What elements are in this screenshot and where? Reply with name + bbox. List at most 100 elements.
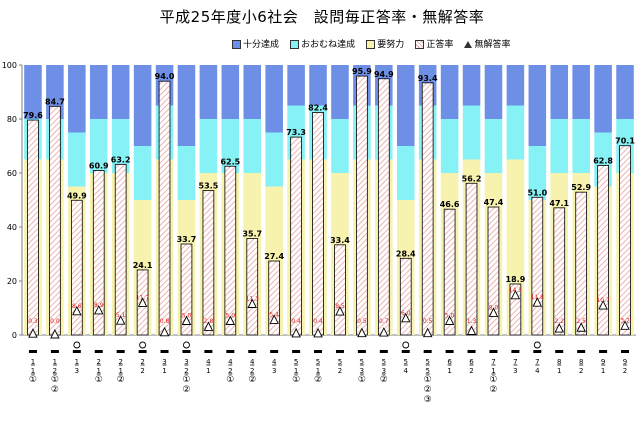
category-label: 7: [535, 358, 539, 366]
category-label: 2: [140, 367, 144, 375]
legend-item-noanswer: 無解答率: [464, 37, 510, 50]
category-bar-mark: [489, 350, 498, 353]
legend-label-noanswer: 無解答率: [474, 40, 511, 50]
correct-rate-bar: [619, 145, 631, 336]
band-full: [177, 65, 196, 146]
correct-rate-bar: [114, 163, 127, 336]
category-label: ②: [489, 385, 497, 395]
no-answer-triangle-icon: [466, 325, 477, 335]
band-mostly: [199, 119, 218, 173]
y-tick-label: 60: [7, 169, 17, 178]
category-label: 2: [579, 367, 583, 375]
category-label: ②: [117, 375, 125, 385]
no-answer-triangle-icon: [620, 320, 630, 330]
category-label: 3: [162, 358, 166, 366]
legend-swatch-effort: [366, 40, 376, 49]
no-answer-label: 0.3: [28, 318, 38, 325]
chart-title: 平成25年度小6社会 設問毎正答率・無解答率: [159, 8, 485, 26]
correct-rate-label: 51.0: [527, 188, 547, 197]
category-label: ①: [226, 375, 234, 385]
no-answer-triangle-icon: [94, 304, 104, 315]
no-answer-label: 2.2: [554, 318, 564, 325]
correct-rate-bar: [597, 165, 609, 336]
category-label: 4: [206, 358, 211, 366]
correct-rate-label: 18.9: [506, 275, 526, 284]
category-bar-mark: [182, 350, 191, 353]
correct-rate-label: 82.4: [308, 104, 328, 113]
correct-rate-label: 73.3: [286, 128, 306, 137]
band-mostly: [89, 119, 108, 173]
band-full: [309, 65, 327, 106]
legend-label-effort: 要努力: [377, 40, 405, 50]
category-label: ②: [51, 385, 59, 395]
band-mostly: [528, 146, 547, 200]
band-full: [221, 65, 240, 119]
legend-swatch-mostly: [290, 40, 300, 49]
category-label: 1: [31, 367, 35, 375]
no-answer-triangle-icon: [50, 328, 60, 339]
band-mostly: [440, 119, 459, 173]
category-label: 3: [382, 367, 386, 375]
category-label: 9: [623, 358, 627, 366]
no-answer-label: 0.4: [291, 318, 301, 325]
category-label: 1: [316, 367, 320, 375]
correct-rate-bar: [158, 80, 171, 336]
category-label: ②: [248, 375, 256, 385]
category-label: 6: [447, 358, 452, 366]
no-answer-triangle-icon: [72, 305, 82, 316]
category-label: 3: [184, 358, 188, 366]
band-full: [572, 65, 590, 119]
priority-circle-icon: [139, 341, 147, 349]
category-label: 2: [228, 367, 232, 375]
legend: 十分達成 おおむね達成 要努力 正答率 無解答率: [232, 33, 516, 50]
category-label: 2: [53, 367, 57, 375]
no-answer-label: 2.5: [576, 318, 586, 325]
no-answer-label: 1.3: [467, 318, 477, 325]
correct-rate-label: 52.9: [571, 183, 591, 192]
band-full: [287, 65, 305, 106]
category-label: 4: [228, 358, 233, 366]
category-label: ①: [95, 375, 103, 385]
correct-rate-bar: [421, 82, 434, 336]
y-tick-label: 40: [7, 223, 17, 232]
category-label: 5: [316, 358, 320, 366]
category-label: 1: [75, 358, 79, 366]
correct-rate-label: 53.5: [199, 182, 219, 191]
band-mostly: [265, 132, 283, 187]
correct-rate-label: 62.5: [220, 157, 240, 166]
category-label: 4: [272, 358, 277, 366]
priority-circle-icon: [533, 341, 541, 349]
band-full: [331, 65, 349, 119]
no-answer-triangle-icon: [181, 315, 192, 325]
band-full: [265, 65, 283, 133]
category-label: 4: [250, 358, 255, 366]
category-bar-mark: [270, 350, 279, 353]
category-label: ②: [314, 375, 322, 385]
no-answer-triangle-icon: [598, 300, 608, 310]
category-label: 5: [338, 358, 342, 366]
legend-item-correct: 正答率: [415, 37, 453, 50]
no-answer-triangle-icon: [401, 312, 411, 323]
correct-rate-bar: [224, 165, 237, 336]
no-answer-label: 2.8: [204, 318, 214, 325]
category-label: ③: [424, 395, 432, 405]
correct-rate-bar: [465, 182, 478, 336]
correct-rate-bar: [531, 196, 544, 336]
category-bar-mark: [160, 350, 169, 353]
no-answer-triangle-icon: [28, 328, 38, 338]
no-answer-triangle-icon: [554, 323, 564, 333]
category-bar-mark: [445, 350, 454, 353]
no-answer-triangle-icon: [247, 298, 257, 308]
band-mostly: [243, 119, 262, 173]
band-full: [616, 65, 634, 119]
correct-rate-bar: [49, 105, 61, 336]
category-label: 1: [447, 367, 451, 375]
correct-rate-bar: [180, 243, 193, 336]
category-bar-mark: [533, 350, 542, 353]
category-label: 2: [250, 367, 254, 375]
band-full: [550, 65, 569, 119]
correct-rate-label: 95.9: [352, 67, 372, 76]
category-label: ②: [424, 385, 432, 395]
category-label: 3: [360, 367, 364, 375]
category-label: 5: [425, 358, 429, 366]
